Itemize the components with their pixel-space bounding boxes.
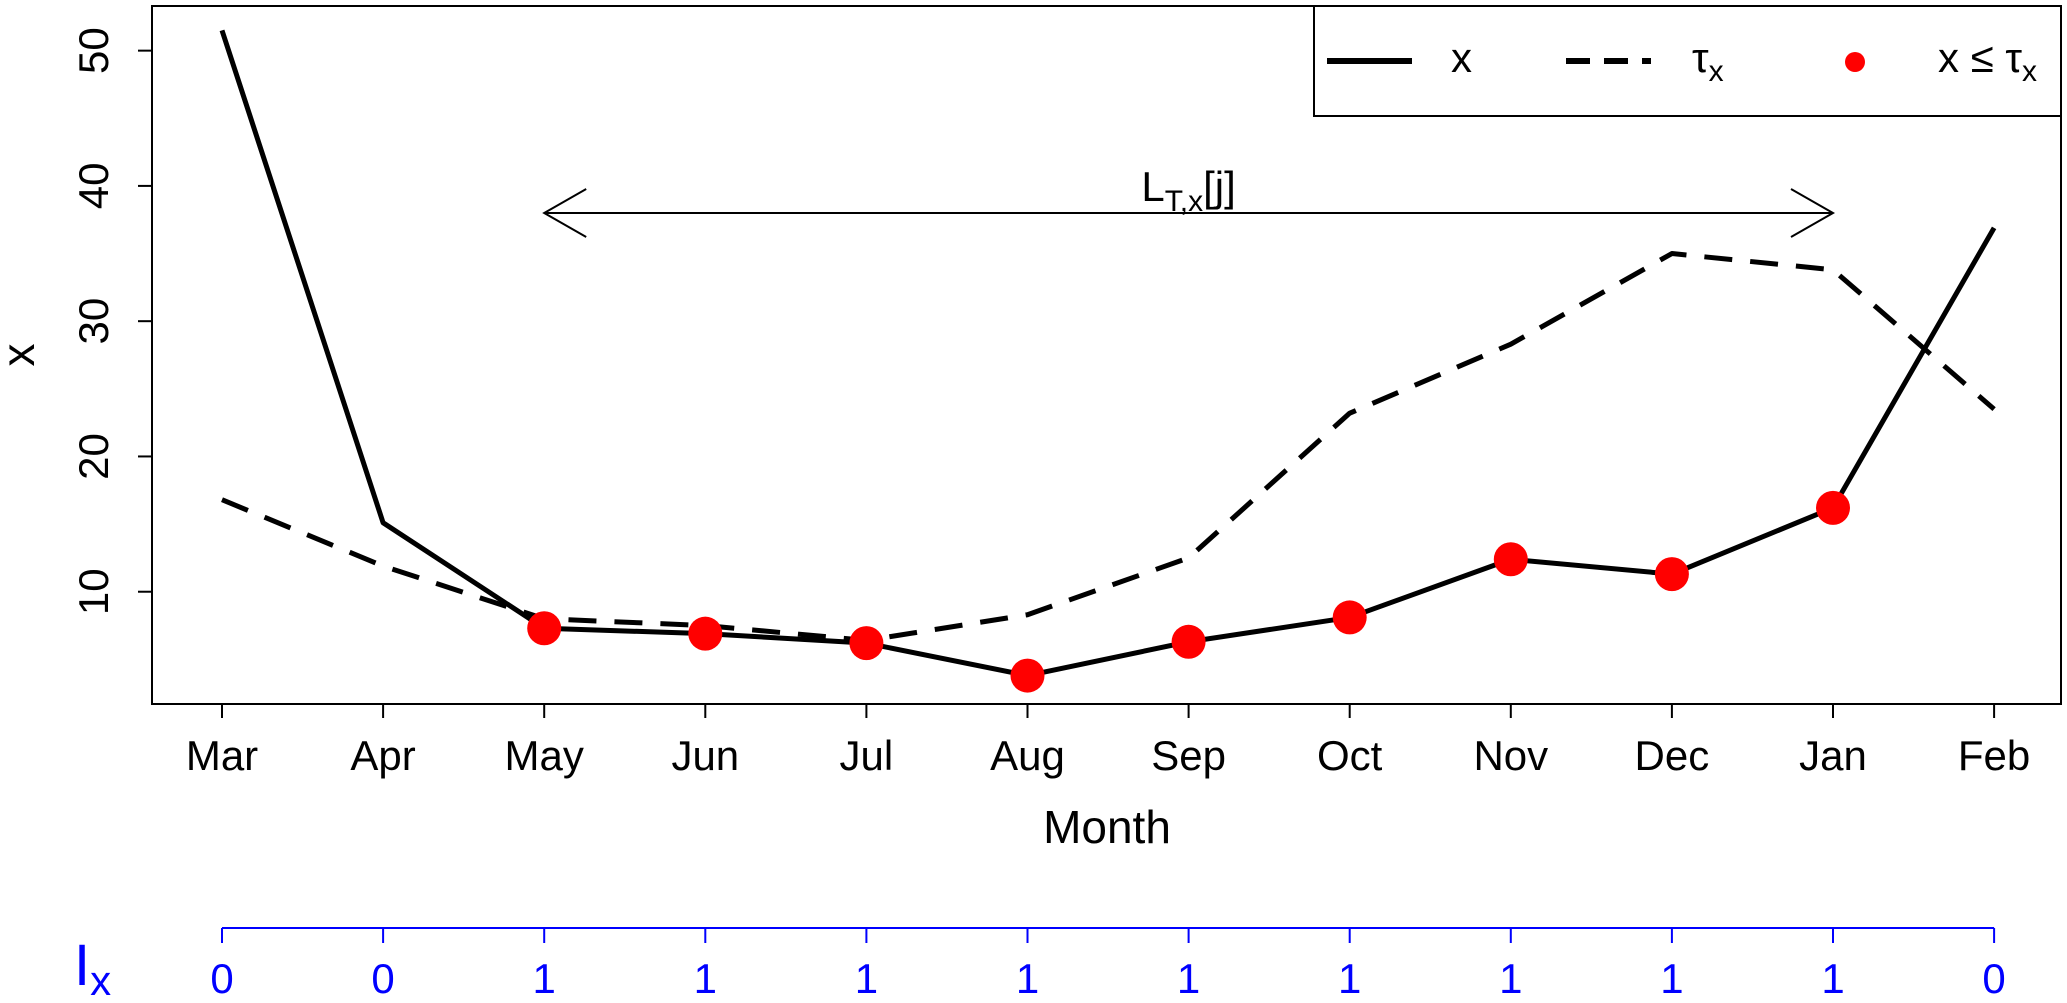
x-tick-label: Aug — [990, 732, 1065, 779]
span-annotation-label: LT,x[j] — [1141, 163, 1235, 218]
lines-layer — [219, 29, 1997, 679]
x-tick-label: Apr — [350, 732, 415, 779]
points-layer — [527, 490, 1850, 693]
plot-frame — [151, 5, 2062, 705]
legend-swatch-highlight — [1845, 52, 1865, 72]
highlight-point — [688, 616, 723, 651]
highlight-point — [1332, 600, 1367, 635]
x-tick-label: Oct — [1317, 732, 1383, 779]
x-axis-title: Month — [1043, 801, 1171, 853]
indicator-axis: 0 0 1 1 1 1 1 1 1 1 1 0 Ix — [74, 927, 2006, 1003]
legend-label-highlight: x ≤ τx — [1938, 34, 2037, 88]
indicator-value: 1 — [694, 955, 717, 1002]
y-tick-label: 50 — [70, 27, 117, 74]
x-tick-label: May — [505, 732, 584, 779]
highlight-point — [1010, 658, 1045, 693]
span-arrow-head-left — [542, 188, 587, 238]
indicator-value: 0 — [1982, 955, 2005, 1002]
highlight-point — [1654, 557, 1689, 592]
y-axis-title: x — [0, 344, 44, 367]
indicator-value: 1 — [855, 955, 878, 1002]
y-tick-label: 30 — [70, 298, 117, 345]
highlight-point — [1816, 490, 1850, 525]
indicator-label: Ix — [74, 933, 111, 1003]
legend-box — [1313, 5, 2062, 117]
indicator-value: 1 — [533, 955, 556, 1002]
highlight-point — [1493, 542, 1528, 577]
x-tick-label: Jan — [1799, 732, 1867, 779]
highlight-point — [1171, 624, 1206, 659]
x-tick-label: Dec — [1635, 732, 1710, 779]
indicator-value: 1 — [1660, 955, 1683, 1002]
span-arrow-head-right — [1790, 188, 1836, 238]
indicator-value: 0 — [210, 955, 233, 1002]
y-tick-label: 20 — [70, 433, 117, 480]
x-tick-label: Nov — [1473, 732, 1548, 779]
annotation-layer: LT,x[j] — [542, 163, 1836, 238]
x-tick-label: Jun — [671, 732, 739, 779]
indicator-value: 1 — [1499, 955, 1522, 1002]
legend-label-tau: τx — [1692, 34, 1724, 88]
indicator-value: 1 — [1821, 955, 1844, 1002]
series-line-tau — [221, 251, 1996, 643]
indicator-value: 1 — [1338, 955, 1361, 1002]
x-tick-label: Mar — [186, 732, 258, 779]
x-tick-label: Feb — [1958, 732, 2030, 779]
indicator-value: 1 — [1016, 955, 1039, 1002]
series-line-x — [219, 29, 1997, 679]
legend: x τx x ≤ τx — [1313, 5, 2062, 117]
legend-label-x: x — [1451, 34, 1472, 81]
x-tick-label: Sep — [1151, 732, 1226, 779]
indicator-value: 1 — [1177, 955, 1200, 1002]
indicator-value: 0 — [371, 955, 394, 1002]
highlight-point — [527, 611, 562, 646]
x-tick-label: Jul — [840, 732, 894, 779]
y-tick-label: 40 — [70, 163, 117, 210]
highlight-point — [849, 626, 884, 661]
axes-layer: Mar Apr May Jun Jul Aug Sep Oct Nov Dec Jan Feb Mont… — [0, 5, 2062, 853]
y-tick-label: 10 — [70, 568, 117, 615]
